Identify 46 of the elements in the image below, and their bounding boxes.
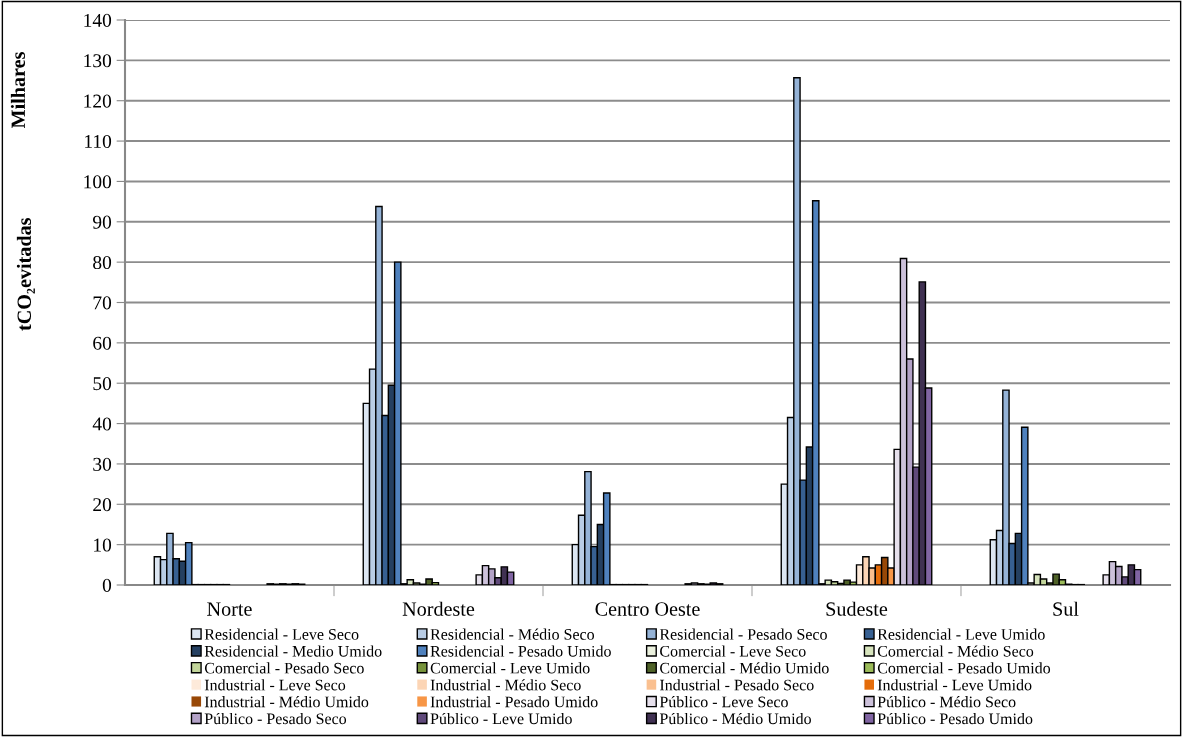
x-tick-label: Centro Oeste [595, 602, 700, 616]
y-tick-label: 60 [93, 336, 112, 350]
legend-label: Público - Médio Seco [877, 696, 1016, 708]
legend-label: Residencial - Médio Seco [430, 628, 595, 640]
legend-label: Residencial - Leve Umido [877, 628, 1045, 640]
legend-label: Comercial - Pesado Seco [204, 662, 364, 674]
y-tick-label: 110 [85, 134, 112, 149]
legend-label: Industrial - Pesado Seco [659, 679, 814, 691]
y-tick-label: 50 [93, 377, 112, 391]
legend-label: Residencial - Pesado Seco [659, 628, 827, 640]
legend-label: Industrial - Médio Umido [204, 696, 369, 708]
legend-label: Público - Leve Umido [430, 712, 572, 725]
legend-label: Público - Pesado Umido [877, 712, 1033, 725]
legend-label: Residencial - Pesado Umido [430, 645, 611, 657]
x-tick-label: Sudeste [826, 601, 888, 616]
legend-label: Comercial - Pesado Umido [877, 662, 1051, 674]
legend-label: Público - Médio Umido [659, 712, 811, 725]
y-tick-label: 90 [92, 215, 112, 229]
y-tick-label: 0 [102, 578, 112, 592]
legend-label: Comercial - Médio Seco [877, 645, 1034, 657]
y-tick-label: 80 [93, 255, 112, 270]
y-tick-label: 100 [84, 175, 112, 189]
legend-label: Industrial - Pesado Umido [430, 696, 598, 708]
text: Milhares [10, 52, 26, 129]
legend-label: Comercial - Médio Umido [660, 662, 829, 674]
x-tick-label: Nordeste [402, 601, 475, 616]
y-tick-label: 70 [93, 296, 112, 310]
legend-label: Industrial - Médio Seco [430, 679, 581, 691]
legend-label: Industrial - Leve Seco [204, 679, 346, 691]
y-tick-label: 40 [92, 417, 112, 431]
x-tick-label: Sul [1053, 601, 1079, 616]
y-tick-label: 130 [84, 54, 112, 68]
legend-label: Público - Pesado Seco [204, 712, 347, 725]
y-tick-label: 120 [84, 94, 112, 108]
legend-label: Residencial - Leve Seco [204, 628, 359, 640]
legend-label: Residencial - Medio Umido [204, 645, 382, 657]
x-tick-label: Norte [207, 602, 252, 616]
legend-label: Comercial - Leve Umido [430, 662, 590, 674]
legend-label: Industrial - Leve Umido [877, 679, 1032, 691]
y-tick-label: 30 [93, 457, 112, 471]
legend-label: Público - Leve Seco [659, 696, 788, 708]
y-axis-title: tCO₂evitadas [16, 218, 35, 331]
y-tick-label: 20 [93, 498, 112, 512]
legend-label: Comercial - Leve Seco [660, 645, 806, 657]
y-tick-label: 10 [94, 538, 112, 552]
y-tick-label: 140 [84, 13, 112, 27]
